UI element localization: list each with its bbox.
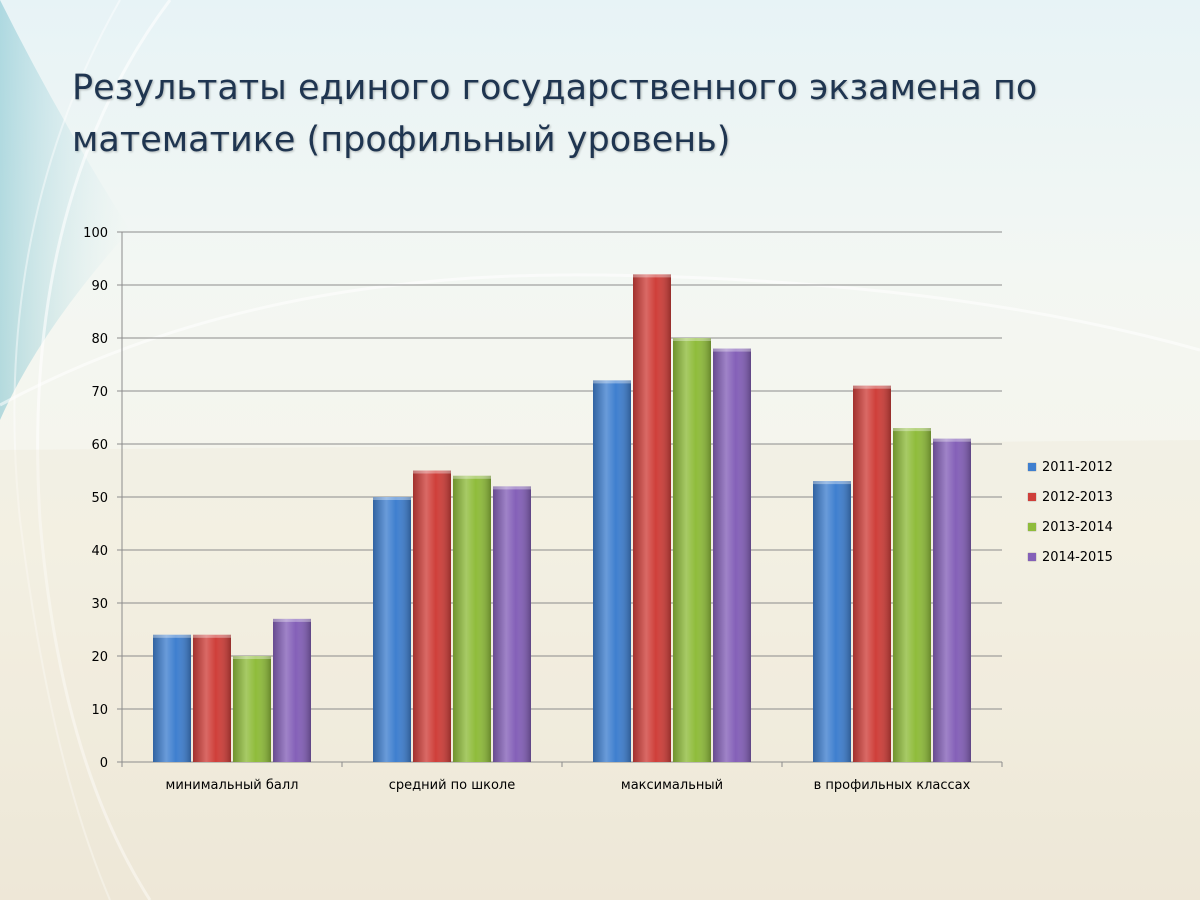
bar-top-highlight bbox=[233, 656, 271, 659]
bar-shading bbox=[853, 385, 891, 762]
bar-top-highlight bbox=[633, 274, 671, 278]
bar-shading bbox=[413, 470, 451, 762]
legend-label: 2011-2012 bbox=[1042, 459, 1113, 475]
x-category-label: в профильных классах bbox=[814, 778, 971, 793]
bar-top-highlight bbox=[853, 385, 891, 389]
legend-item: 2013-2014 bbox=[1028, 512, 1113, 542]
x-category-label: минимальный балл bbox=[166, 778, 299, 793]
bar-shading bbox=[453, 475, 491, 762]
bar-shading bbox=[493, 486, 531, 762]
legend-label: 2012-2013 bbox=[1042, 489, 1113, 505]
bar-top-highlight bbox=[673, 338, 711, 341]
legend-label: 2013-2014 bbox=[1042, 519, 1113, 535]
legend-label: 2014-2015 bbox=[1042, 549, 1113, 565]
x-category-label: максимальный bbox=[621, 778, 723, 793]
bar-shading bbox=[713, 348, 751, 762]
y-tick-label: 20 bbox=[91, 650, 108, 665]
bar-shading bbox=[593, 380, 631, 762]
bar-shading bbox=[633, 274, 671, 762]
y-tick-label: 60 bbox=[91, 438, 108, 453]
legend-swatch bbox=[1028, 463, 1036, 471]
bar-shading bbox=[233, 656, 271, 762]
bar-top-highlight bbox=[593, 380, 631, 384]
legend: 2011-2012 2012-2013 2013-2014 2014-2015 bbox=[1028, 452, 1113, 572]
bar-top-highlight bbox=[273, 618, 311, 622]
bar-top-highlight bbox=[153, 634, 191, 638]
bar-shading bbox=[273, 618, 311, 762]
legend-item: 2012-2013 bbox=[1028, 482, 1113, 512]
bar-shading bbox=[893, 428, 931, 762]
y-tick-label: 70 bbox=[91, 385, 108, 400]
bar-shading bbox=[933, 438, 971, 762]
bar-top-highlight bbox=[193, 634, 231, 638]
bar-top-highlight bbox=[893, 428, 931, 432]
y-tick-label: 100 bbox=[83, 226, 108, 241]
axis-labels: 0 10 20 30 40 50 60 70 80 90 100 минимальный балл ср… bbox=[83, 226, 970, 793]
bar-top-highlight bbox=[373, 497, 411, 500]
bar-shading bbox=[193, 634, 231, 762]
legend-swatch bbox=[1028, 523, 1036, 531]
bars bbox=[153, 274, 971, 762]
legend-item: 2014-2015 bbox=[1028, 542, 1113, 572]
y-tick-label: 30 bbox=[91, 597, 108, 612]
bar-top-highlight bbox=[453, 475, 491, 479]
bar-top-highlight bbox=[413, 470, 451, 474]
bar-top-highlight bbox=[813, 481, 851, 485]
slide-title: Результаты единого государственного экза… bbox=[72, 68, 1038, 160]
y-tick-label: 0 bbox=[100, 756, 108, 771]
legend-item: 2011-2012 bbox=[1028, 452, 1113, 482]
bar-shading bbox=[673, 338, 711, 762]
bar-top-highlight bbox=[933, 438, 971, 442]
legend-swatch bbox=[1028, 493, 1036, 501]
y-tick-label: 90 bbox=[91, 279, 108, 294]
bar-top-highlight bbox=[713, 348, 751, 352]
y-tick-label: 10 bbox=[91, 703, 108, 718]
bar-top-highlight bbox=[493, 486, 531, 490]
y-tick-label: 80 bbox=[91, 332, 108, 347]
y-tick-label: 50 bbox=[91, 491, 108, 506]
bar-shading bbox=[813, 481, 851, 762]
y-tick-label: 40 bbox=[91, 544, 108, 559]
x-category-label: средний по школе bbox=[389, 778, 516, 793]
bar-shading bbox=[153, 634, 191, 762]
legend-swatch bbox=[1028, 553, 1036, 561]
bar-shading bbox=[373, 497, 411, 762]
